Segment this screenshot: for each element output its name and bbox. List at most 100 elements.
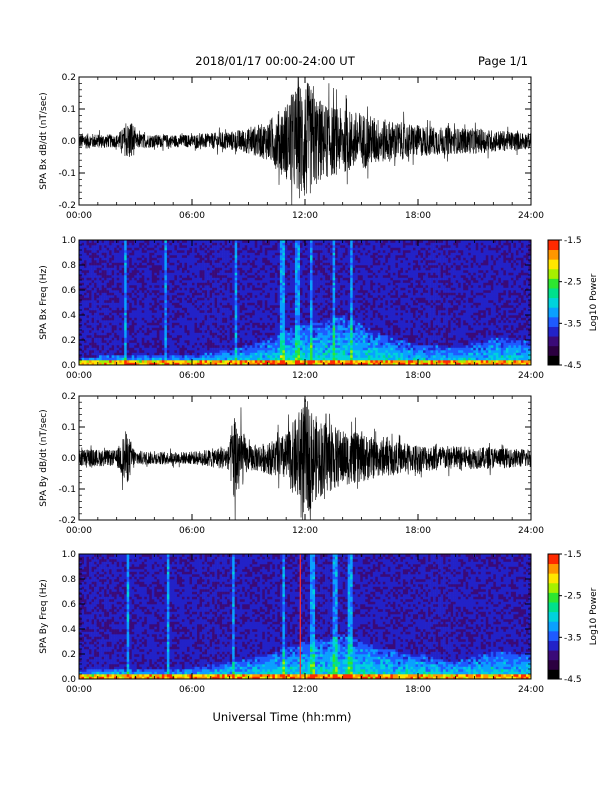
spectrogram-cell: [139, 327, 143, 331]
spectrogram-cell: [151, 322, 155, 326]
spectrogram-cell: [202, 242, 205, 246]
spectrogram-cell: [312, 315, 316, 318]
spectrogram-cell: [169, 342, 173, 346]
spectrogram-cell: [104, 250, 107, 253]
spectrogram-cell: [267, 312, 271, 316]
spectrogram-cell: [307, 252, 311, 256]
spectrogram-cell: [199, 275, 203, 278]
spectrogram-cell: [242, 280, 246, 283]
spectrogram-cell: [297, 292, 301, 296]
spectrogram-cell: [154, 330, 158, 333]
spectrogram-cell: [315, 290, 318, 293]
spectrogram-cell: [84, 277, 87, 281]
spectrogram-cell: [151, 355, 155, 358]
spectrogram-cell: [244, 292, 248, 296]
spectrogram-cell: [131, 255, 135, 258]
spectrogram-cell: [315, 287, 318, 291]
spectrogram-cell: [299, 330, 303, 333]
spectrogram-cell: [186, 295, 190, 298]
spectrogram-cell: [252, 327, 256, 331]
spectrogram-cell: [181, 277, 185, 281]
spectrogram-cell: [136, 277, 140, 281]
spectrogram-cell: [284, 270, 288, 273]
spectrogram-cell: [186, 292, 190, 296]
spectrogram-cell: [126, 310, 130, 313]
spectrogram-cell: [229, 332, 233, 336]
spectrogram-cell: [106, 307, 110, 311]
spectrogram-cell: [239, 292, 243, 296]
spectrogram-cell: [277, 345, 281, 348]
spectrogram-cell: [269, 337, 273, 341]
spectrogram-cell: [174, 342, 178, 346]
spectrogram-cell: [262, 272, 266, 276]
spectrogram-cell: [159, 335, 163, 338]
spectrogram-cell: [274, 297, 278, 301]
spectrogram-cell: [179, 270, 183, 273]
spectrogram-cell: [269, 305, 273, 308]
spectrogram-cell: [254, 325, 258, 328]
spectrogram-cell: [299, 312, 303, 316]
spectrogram-cell: [284, 320, 288, 323]
spectrogram-cell: [126, 257, 130, 261]
spectrogram-cell: [322, 350, 326, 353]
spectrogram-cell: [194, 292, 198, 296]
spectrogram-cell: [259, 260, 263, 263]
spectrogram-cell: [79, 287, 82, 291]
spectrogram-cell: [279, 317, 283, 321]
spectrogram-cell: [89, 260, 92, 263]
spectrogram-cell: [217, 337, 220, 341]
spectrogram-cell: [312, 300, 316, 303]
spectrogram-cell: [202, 252, 205, 256]
spectrogram-cell: [254, 360, 258, 363]
spectrogram-cell: [224, 342, 228, 346]
spectrogram-cell: [139, 270, 143, 273]
spectrogram-cell: [104, 312, 107, 316]
spectrogram-cell: [315, 342, 318, 346]
spectrogram-cell: [139, 285, 143, 288]
spectrogram-cell: [294, 290, 298, 293]
spectrogram-cell: [289, 310, 293, 313]
spectrogram-cell: [279, 242, 283, 246]
spectrogram-cell: [242, 245, 246, 248]
spectrogram-cell: [164, 265, 168, 268]
spectrogram-cell: [171, 265, 175, 268]
spectrogram-cell: [139, 330, 143, 333]
spectrogram-cell: [121, 275, 125, 278]
spectrogram-cell: [267, 292, 271, 296]
spectrogram-cell: [249, 302, 253, 306]
spectrogram-cell: [81, 327, 85, 331]
spectrogram-cell: [186, 345, 190, 348]
spectrogram-cell: [322, 332, 326, 336]
spectrogram-cell: [81, 265, 85, 268]
spectrogram-cell: [259, 342, 263, 346]
spectrogram-cell: [310, 340, 313, 343]
spectrogram-cell: [244, 260, 248, 263]
spectrogram-cell: [209, 287, 213, 291]
spectrogram-cell: [312, 272, 316, 276]
spectrogram-cell: [212, 270, 215, 273]
spectrogram-cell: [169, 317, 173, 321]
spectrogram-cell: [131, 275, 135, 278]
spectrogram-cell: [94, 295, 97, 298]
spectrogram-cell: [310, 272, 313, 276]
spectrogram-cell: [161, 345, 165, 348]
spectrogram-cell: [232, 350, 235, 353]
spectrogram-cell: [99, 310, 102, 313]
spectrogram-cell: [239, 307, 243, 311]
spectrogram-cell: [264, 320, 268, 323]
spectrogram-cell: [287, 275, 291, 278]
spectrogram-cell: [204, 275, 208, 278]
spectrogram-cell: [204, 312, 208, 316]
spectrogram-cell: [164, 312, 168, 316]
spectrogram-cell: [164, 342, 168, 346]
spectrogram-cell: [131, 252, 135, 256]
spectrogram-cell: [114, 292, 117, 296]
spectrogram-cell: [184, 280, 188, 283]
spectrogram-cell: [305, 332, 308, 336]
spectrogram-cell: [202, 355, 205, 358]
spectrogram-cell: [282, 345, 286, 348]
spectrogram-cell: [106, 257, 110, 261]
spectrogram-cell: [119, 262, 122, 266]
spectrogram-cell: [91, 252, 95, 256]
spectrogram-cell: [96, 285, 100, 288]
